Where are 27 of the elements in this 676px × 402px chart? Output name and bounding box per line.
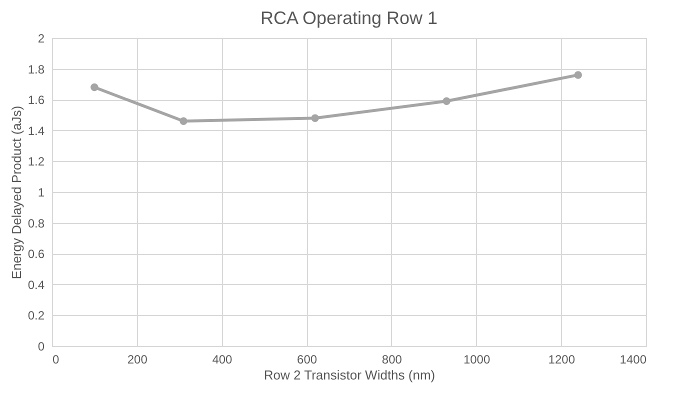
y-tick-label: 2 — [38, 32, 45, 46]
x-tick-label: 400 — [212, 352, 233, 366]
x-tick-label: 600 — [297, 352, 318, 366]
y-tick-label: 1.8 — [28, 62, 45, 76]
y-tick-label: 1 — [38, 186, 45, 200]
x-tick-label: 800 — [382, 352, 402, 366]
x-tick-label: 1400 — [620, 352, 647, 366]
chart-title: RCA Operating Row 1 — [260, 8, 438, 28]
x-tick-label: 1200 — [548, 352, 576, 366]
y-tick-label: 0.2 — [28, 308, 45, 323]
x-tick-label: 1000 — [463, 352, 490, 366]
y-tick-label: 0.8 — [28, 216, 45, 230]
y-tick-label: 1.4 — [28, 124, 45, 138]
x-tick-label: 200 — [127, 352, 148, 366]
y-tick-label: 0.4 — [28, 278, 45, 292]
point — [90, 83, 98, 92]
point — [574, 71, 582, 79]
point — [180, 117, 188, 126]
y-tick-label: 0 — [38, 340, 45, 354]
point — [442, 97, 450, 106]
y-tick-label: 0.6 — [28, 247, 45, 262]
x-tick-label: 0 — [52, 352, 60, 366]
y-tick-label: 1.2 — [28, 154, 45, 169]
y-axis-title: Energy Delayed Product (aJs) — [8, 106, 24, 280]
point — [311, 114, 319, 122]
y-tick-label: 1.6 — [28, 93, 45, 108]
x-axis-title: Row 2 Transistor Widths (nm) — [264, 368, 436, 382]
